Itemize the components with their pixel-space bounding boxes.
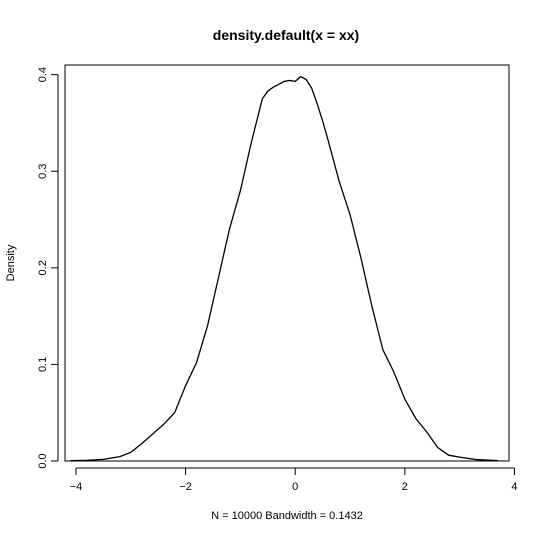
x-axis-label: N = 10000 Bandwidth = 0.1432 [211, 510, 363, 522]
y-tick-label: 0.0 [37, 453, 49, 468]
plot-frame [64, 64, 510, 462]
y-axis: 0.0 0.1 0.2 0.3 0.4 [37, 67, 59, 469]
x-axis: −4 −2 0 2 4 [70, 467, 518, 493]
x-tick-label: −2 [179, 481, 192, 493]
y-tick-label: 0.4 [37, 67, 49, 82]
density-curve [70, 75, 499, 462]
y-tick-label: 0.2 [37, 260, 49, 275]
x-tick-label: −4 [70, 481, 83, 493]
y-axis-label: Density [5, 244, 17, 281]
y-tick-label: 0.3 [37, 164, 49, 179]
x-tick-label: 2 [402, 481, 408, 493]
y-tick-label: 0.1 [37, 357, 49, 372]
x-tick-label: 0 [292, 481, 298, 493]
chart-title: density.default(x = xx) [213, 27, 359, 43]
x-tick-label: 4 [511, 481, 517, 493]
